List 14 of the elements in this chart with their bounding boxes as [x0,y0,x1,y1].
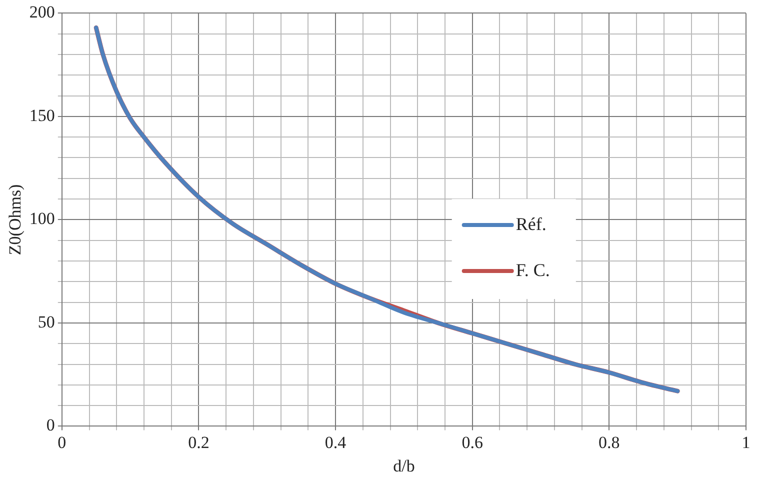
x-axis-title: d/b [393,456,415,476]
x-tick-label: 0.4 [324,432,347,452]
x-tick-label: 1 [742,432,750,452]
y-tick-label: 0 [46,416,55,435]
legend-label: F. C. [516,260,550,280]
legend-label: Réf. [516,214,546,234]
y-tick-label: 100 [29,209,55,228]
y-axis-title: Z0(Ohms) [6,184,25,256]
x-tick-label: 0.6 [462,432,483,452]
y-tick-label: 150 [29,106,55,125]
x-tick-label: 0.8 [598,432,620,452]
y-tick-label: 50 [38,312,55,332]
x-tick-label: 0.2 [188,432,210,452]
y-tick-label: 200 [29,2,55,22]
